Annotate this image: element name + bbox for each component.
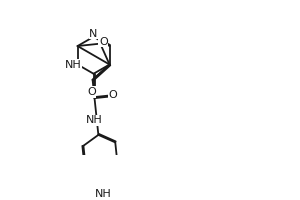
Text: O: O <box>99 37 108 47</box>
Text: NH: NH <box>94 189 111 199</box>
Text: O: O <box>87 87 96 97</box>
Text: NH: NH <box>64 60 81 70</box>
Text: NH: NH <box>86 115 103 125</box>
Text: O: O <box>109 90 118 100</box>
Text: N: N <box>89 29 98 39</box>
